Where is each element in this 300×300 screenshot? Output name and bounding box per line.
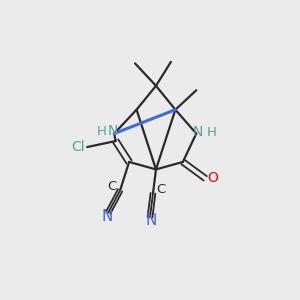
Text: Cl: Cl bbox=[71, 140, 85, 154]
Text: C: C bbox=[157, 183, 166, 196]
Text: N: N bbox=[101, 209, 112, 224]
Text: N: N bbox=[107, 124, 118, 138]
Text: C: C bbox=[107, 180, 116, 193]
Text: H: H bbox=[97, 125, 106, 138]
Text: N: N bbox=[146, 213, 157, 228]
Text: H: H bbox=[207, 126, 217, 139]
Text: O: O bbox=[207, 171, 218, 185]
Text: N: N bbox=[193, 125, 203, 139]
